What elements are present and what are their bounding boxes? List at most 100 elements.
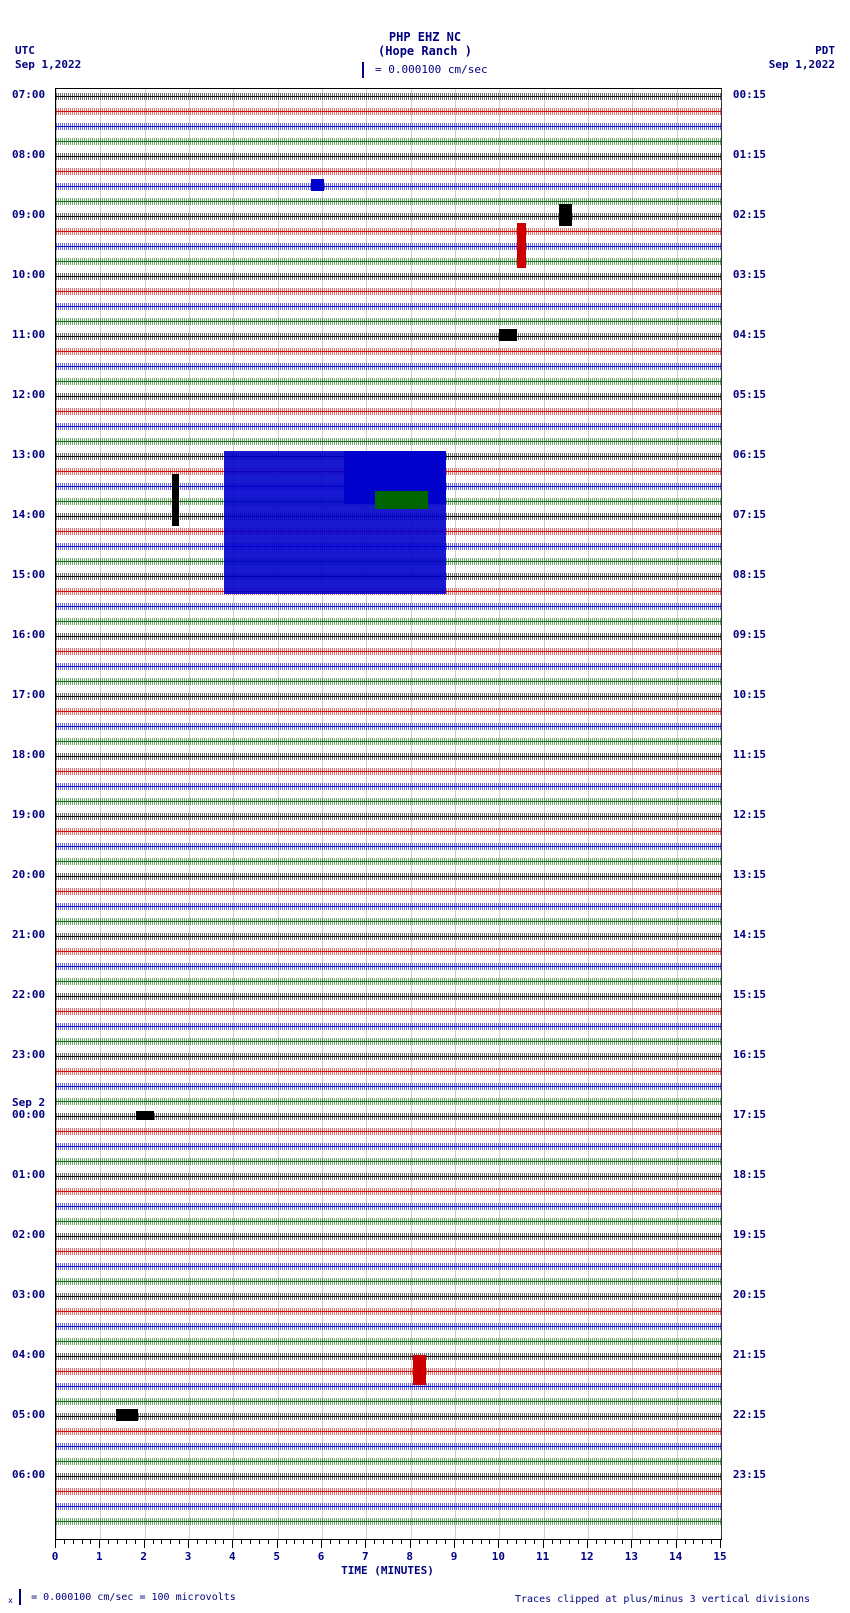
- local-time-label: 16:15: [733, 1048, 766, 1061]
- x-tick-minor: [294, 1540, 295, 1544]
- seismic-trace: [56, 125, 721, 128]
- local-time-label: 05:15: [733, 388, 766, 401]
- x-tick-label: 6: [318, 1550, 325, 1563]
- x-tick-minor: [339, 1540, 340, 1544]
- seismic-trace: [56, 725, 721, 728]
- x-tick-minor: [348, 1540, 349, 1544]
- local-time-label: 18:15: [733, 1168, 766, 1181]
- local-time-label: 17:15: [733, 1108, 766, 1121]
- utc-time-label: 11:00: [12, 328, 45, 341]
- footer-scale-text: = 0.000100 cm/sec = 100 microvolts: [31, 1592, 236, 1603]
- x-tick-minor: [73, 1540, 74, 1544]
- seismic-trace: [56, 1235, 721, 1238]
- x-tick-minor: [401, 1540, 402, 1544]
- seismic-trace: [56, 1160, 721, 1163]
- utc-time-label: 08:00: [12, 148, 45, 161]
- x-tick-minor: [215, 1540, 216, 1544]
- x-tick-minor: [427, 1540, 428, 1544]
- utc-time-label: 05:00: [12, 1408, 45, 1421]
- x-tick-minor: [206, 1540, 207, 1544]
- seismic-trace: [56, 965, 721, 968]
- x-tick-label: 4: [229, 1550, 236, 1563]
- seismic-trace: [56, 785, 721, 788]
- local-time-label: 08:15: [733, 568, 766, 581]
- seismic-trace: [56, 1220, 721, 1223]
- seismic-trace: [56, 1250, 721, 1253]
- seismic-trace: [56, 875, 721, 878]
- x-tick-minor: [286, 1540, 287, 1544]
- seismic-trace: [56, 1370, 721, 1373]
- seismic-trace: [56, 1205, 721, 1208]
- x-tick-minor: [82, 1540, 83, 1544]
- seismic-trace: [56, 1355, 721, 1358]
- utc-time-label: 23:00: [12, 1048, 45, 1061]
- local-time-label: 15:15: [733, 988, 766, 1001]
- x-tick-minor: [383, 1540, 384, 1544]
- local-time-label: 13:15: [733, 868, 766, 881]
- seismic-spike: [136, 1111, 154, 1120]
- x-tick-label: 3: [185, 1550, 192, 1563]
- x-tick: [321, 1540, 322, 1548]
- x-tick-minor: [578, 1540, 579, 1544]
- x-tick-minor: [161, 1540, 162, 1544]
- local-time-label: 06:15: [733, 448, 766, 461]
- seismic-spike: [311, 179, 324, 191]
- x-tick-minor: [596, 1540, 597, 1544]
- seismic-trace: [56, 755, 721, 758]
- x-tick-minor: [463, 1540, 464, 1544]
- x-tick-minor: [649, 1540, 650, 1544]
- utc-time-label: 16:00: [12, 628, 45, 641]
- x-tick-label: 7: [362, 1550, 369, 1563]
- seismic-trace: [56, 425, 721, 428]
- local-time-label: 04:15: [733, 328, 766, 341]
- footer-right: Traces clipped at plus/minus 3 vertical …: [515, 1594, 810, 1605]
- x-axis-title: TIME (MINUTES): [341, 1564, 434, 1577]
- x-tick-minor: [126, 1540, 127, 1544]
- local-time-label: 00:15: [733, 88, 766, 101]
- local-time-label: 01:15: [733, 148, 766, 161]
- seismic-trace: [56, 230, 721, 233]
- x-tick-minor: [489, 1540, 490, 1544]
- utc-time-label: 21:00: [12, 928, 45, 941]
- seismic-trace: [56, 1310, 721, 1313]
- x-tick-minor: [614, 1540, 615, 1544]
- x-tick-minor: [64, 1540, 65, 1544]
- seismic-trace: [56, 1325, 721, 1328]
- seismic-trace: [56, 1385, 721, 1388]
- x-tick-minor: [135, 1540, 136, 1544]
- utc-time-label: 07:00: [12, 88, 45, 101]
- seismic-trace: [56, 680, 721, 683]
- x-tick: [99, 1540, 100, 1548]
- x-tick-minor: [658, 1540, 659, 1544]
- x-tick-minor: [622, 1540, 623, 1544]
- x-tick: [498, 1540, 499, 1548]
- seismic-trace: [56, 695, 721, 698]
- seismic-trace: [56, 440, 721, 443]
- seismic-trace: [56, 950, 721, 953]
- seismic-trace: [56, 740, 721, 743]
- timezone-right: PDT: [815, 44, 835, 57]
- station-title: PHP EHZ NC: [0, 0, 850, 44]
- seismic-trace: [56, 155, 721, 158]
- x-tick-minor: [117, 1540, 118, 1544]
- seismic-trace: [56, 1490, 721, 1493]
- x-tick-label: 0: [52, 1550, 59, 1563]
- x-tick-minor: [312, 1540, 313, 1544]
- local-time-label: 12:15: [733, 808, 766, 821]
- seismic-trace: [56, 260, 721, 263]
- x-tick-minor: [170, 1540, 171, 1544]
- scale-text: = 0.000100 cm/sec: [375, 63, 488, 76]
- x-tick-minor: [374, 1540, 375, 1544]
- x-tick-minor: [356, 1540, 357, 1544]
- utc-time-label: 19:00: [12, 808, 45, 821]
- seismic-trace: [56, 305, 721, 308]
- seismic-trace: [56, 605, 721, 608]
- utc-day-label: Sep 2: [12, 1096, 45, 1109]
- utc-time-label: 20:00: [12, 868, 45, 881]
- local-time-label: 03:15: [733, 268, 766, 281]
- x-tick-minor: [241, 1540, 242, 1544]
- local-time-label: 07:15: [733, 508, 766, 521]
- timezone-left: UTC: [15, 44, 35, 57]
- x-tick-minor: [303, 1540, 304, 1544]
- x-tick-minor: [179, 1540, 180, 1544]
